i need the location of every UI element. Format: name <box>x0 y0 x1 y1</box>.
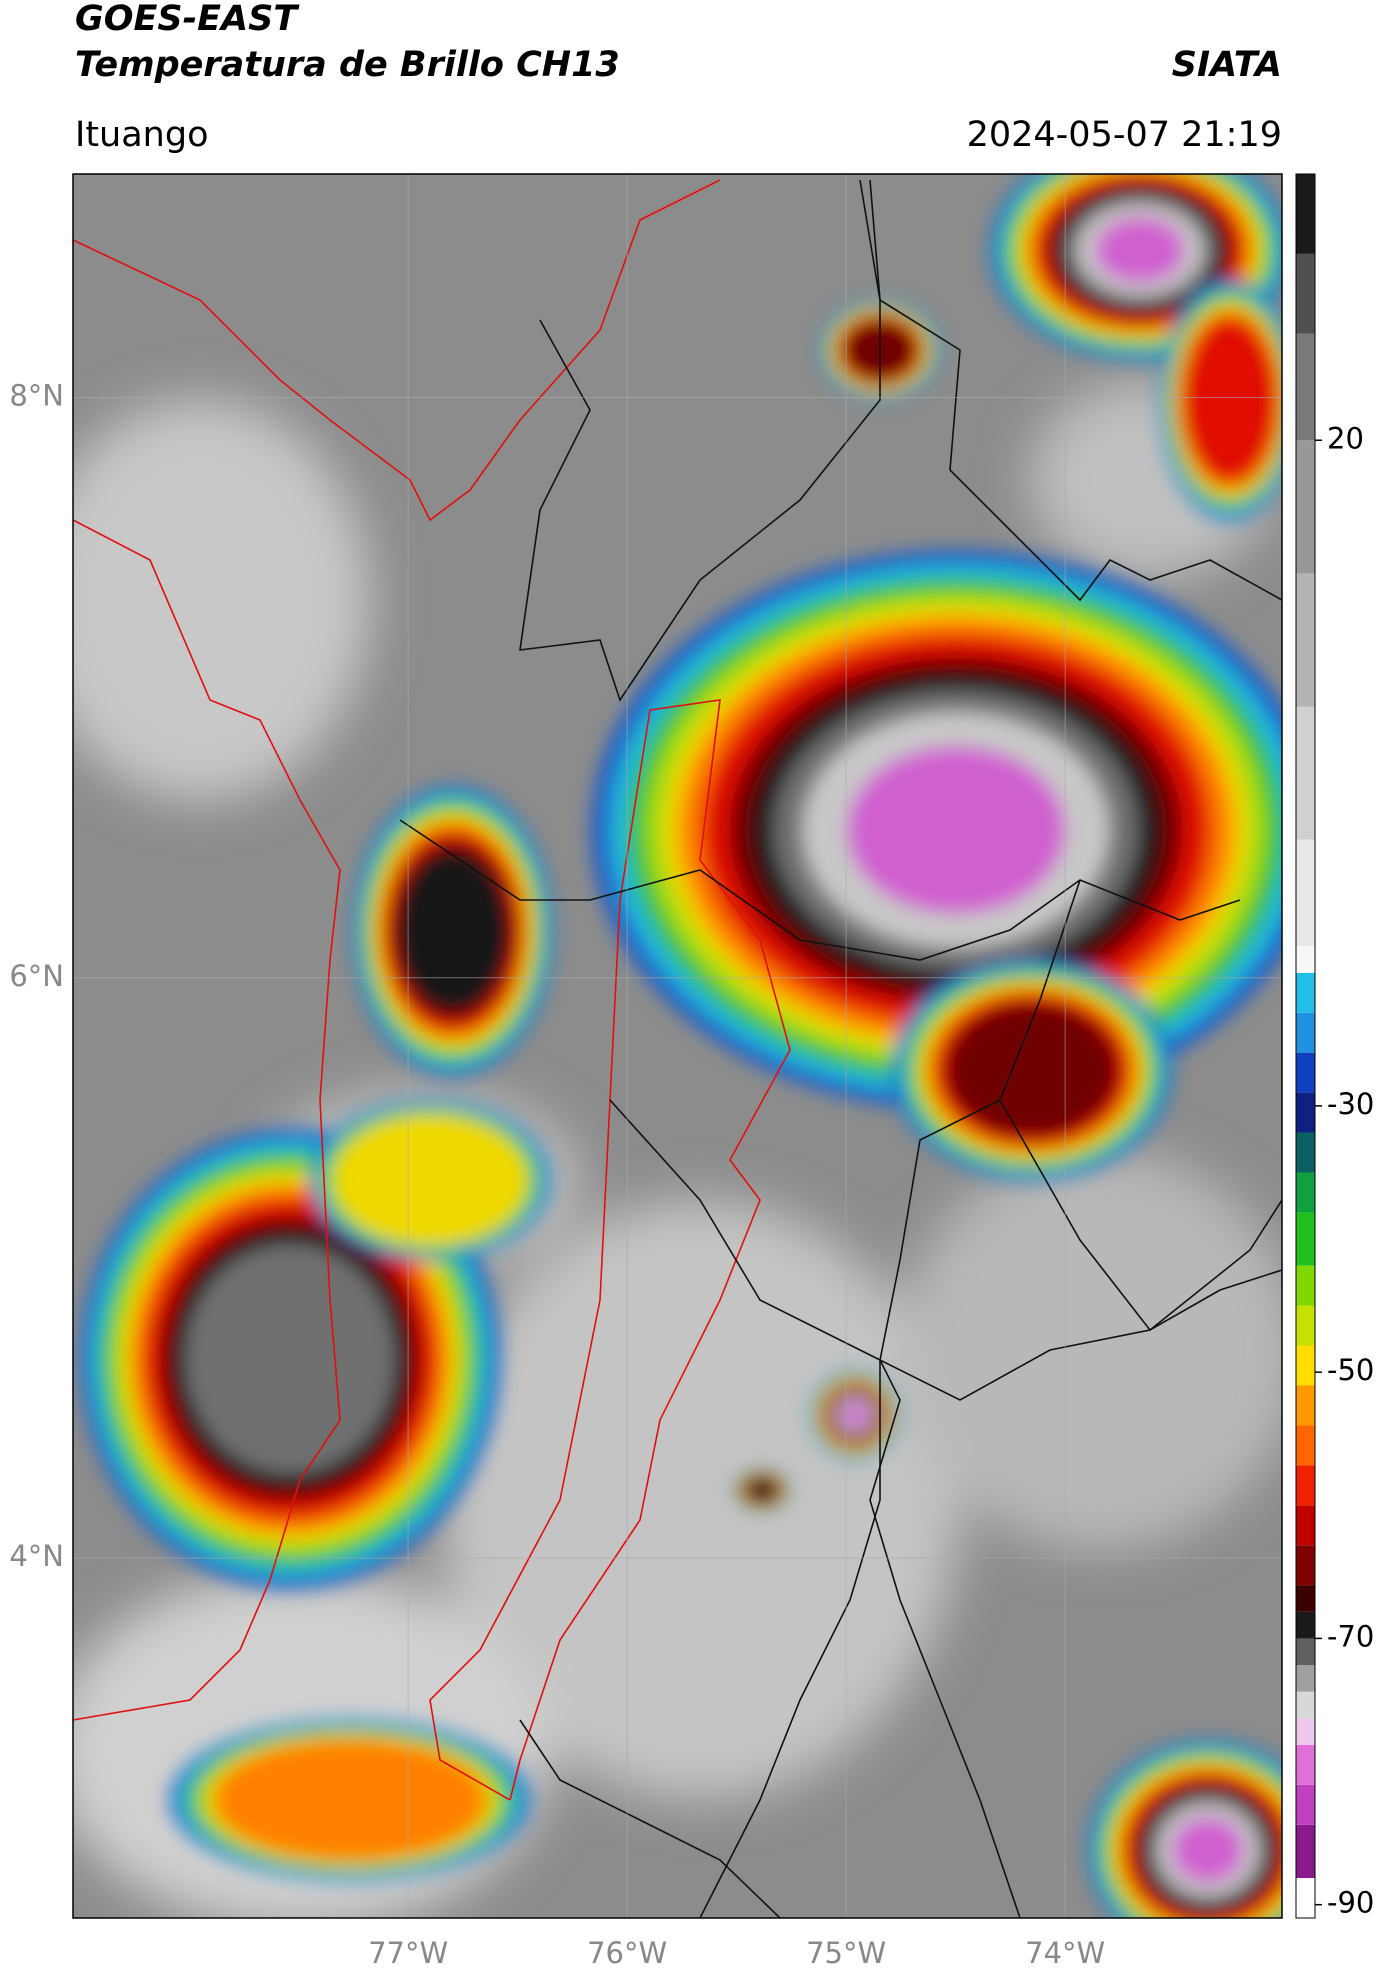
storm-ring <box>841 1401 869 1429</box>
colorbar-band <box>1296 1878 1315 1918</box>
colorbar-band <box>1296 333 1315 441</box>
storm-ring <box>397 849 509 1013</box>
storm-ring <box>185 1244 395 1474</box>
colorbar-band <box>1296 1665 1315 1692</box>
colorbar-tick-label: -30 <box>1327 1087 1374 1121</box>
storm-ring <box>846 746 1066 914</box>
colorbar-band <box>1296 1545 1315 1586</box>
colorbar-band <box>1296 1718 1315 1745</box>
colorbar-band <box>1296 1052 1315 1093</box>
agency: SIATA <box>1172 45 1282 85</box>
storm-ring <box>334 1116 526 1244</box>
colorbar-band <box>1296 839 1315 947</box>
lon-tick-label: 75°W <box>806 1936 886 1970</box>
lat-tick-label: 8°N <box>9 378 64 412</box>
colorbar-band <box>1296 573 1315 707</box>
colorbar-band <box>1296 972 1315 1013</box>
colorbar-band <box>1296 1425 1315 1466</box>
location: Ituango <box>75 115 209 155</box>
storm-ring <box>1095 217 1185 283</box>
colorbar-band <box>1296 1691 1315 1719</box>
storm-ring <box>1181 316 1279 484</box>
lon-tick-label: 74°W <box>1025 1936 1105 1970</box>
colorbar-band <box>1296 253 1315 334</box>
colorbar-band <box>1296 1784 1315 1825</box>
lon-tick-label: 76°W <box>587 1936 667 1970</box>
colorbar-tick-label: -50 <box>1327 1353 1374 1387</box>
lon-tick-label: 77°W <box>368 1936 448 1970</box>
colorbar-band <box>1296 1212 1315 1266</box>
colorbar-band <box>1296 1505 1315 1546</box>
colorbar-band <box>1296 1092 1315 1133</box>
storm-ring <box>745 1477 779 1503</box>
colorbar-tick-label: 20 <box>1327 421 1364 455</box>
colorbar-band <box>1296 1824 1315 1879</box>
colorbar-band <box>1296 1132 1315 1173</box>
colorbar-tick-label: -90 <box>1327 1886 1374 1920</box>
storm-ring <box>945 1001 1119 1139</box>
map-frame <box>72 173 1283 1919</box>
colorbar-band <box>1296 1611 1315 1639</box>
colorbar-band <box>1296 1265 1315 1306</box>
colorbar-band <box>1296 946 1315 973</box>
lat-tick-label: 6°N <box>9 959 64 993</box>
colorbar-band <box>1296 1385 1315 1426</box>
colorbar-band <box>1296 1585 1315 1612</box>
subtitle: Temperatura de Brillo CH13 <box>75 45 620 85</box>
colorbar-band <box>1296 1638 1315 1666</box>
colorbar-band <box>1296 1744 1315 1785</box>
storm-ring <box>1172 1817 1244 1883</box>
colorbar-band <box>1296 440 1315 574</box>
colorbar-band <box>1296 1305 1315 1346</box>
colorbar-band <box>1296 1012 1315 1053</box>
colorbar-frame <box>1295 173 1316 1919</box>
map-image <box>73 174 1282 1918</box>
title: GOES-EAST <box>75 0 300 39</box>
colorbar-band <box>1296 174 1315 254</box>
colorbar-band <box>1296 1172 1315 1213</box>
storm-cells <box>80 174 1282 1918</box>
datetime: 2024-05-07 21:19 <box>967 115 1282 155</box>
lat-tick-label: 4°N <box>9 1539 64 1573</box>
colorbar-tick-label: -70 <box>1327 1619 1374 1653</box>
colorbar-band <box>1296 1345 1315 1386</box>
colorbar-band <box>1296 1465 1315 1506</box>
borders <box>73 179 1282 1918</box>
colorbar-band <box>1296 706 1315 840</box>
storm-ring <box>213 1739 487 1861</box>
